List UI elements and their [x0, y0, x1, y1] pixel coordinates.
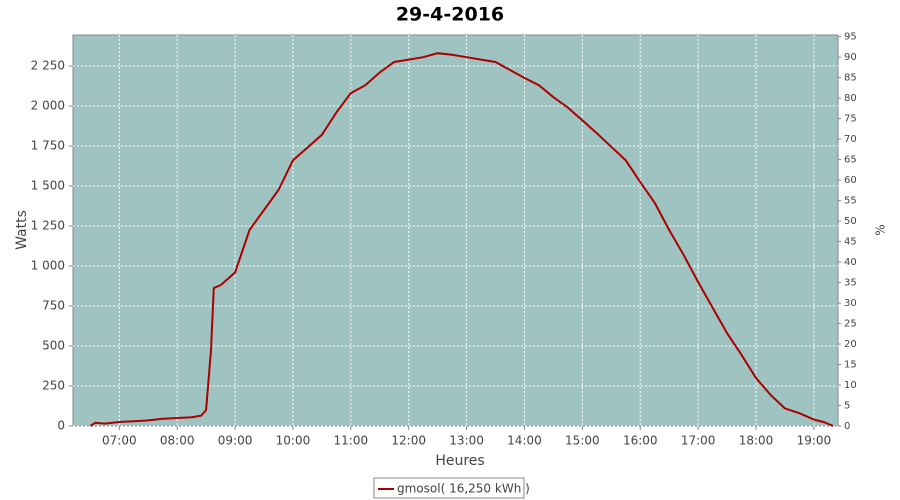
y2-tick-label: 85	[844, 73, 857, 84]
y2-axis-title: %	[874, 224, 888, 235]
line	[89, 52, 834, 427]
y2-tick-label: 40	[844, 257, 857, 268]
y2-tick-label: 20	[844, 339, 857, 350]
y2-tick-label: 50	[844, 216, 857, 227]
x-tick-label: 07:00	[102, 434, 137, 448]
x-tick-label: 08:00	[160, 434, 195, 448]
y-tick-label: 750	[42, 299, 65, 313]
y2-tick-label: 15	[844, 360, 857, 371]
x-tick-label: 09:00	[218, 434, 253, 448]
x-tick-label: 19:00	[797, 434, 832, 448]
y-tick-label: 1 500	[31, 179, 65, 193]
y2-tick-label: 45	[844, 237, 857, 248]
y2-tick-label: 10	[844, 380, 857, 391]
y-tick-label: 500	[42, 339, 65, 353]
x-tick-label: 17:00	[681, 434, 716, 448]
y2-tick-label: 75	[844, 114, 857, 125]
y2-tick-label: 90	[844, 52, 857, 63]
y-tick-label: 0	[57, 419, 65, 433]
x-axis-title: Heures	[435, 453, 484, 469]
x-tick-label: 11:00	[334, 434, 369, 448]
y2-tick-label: 30	[844, 298, 857, 309]
y2-tick-label: 65	[844, 155, 857, 166]
x-tick-label: 10:00	[276, 434, 311, 448]
y2-tick-label: 5	[844, 401, 850, 412]
y-tick-label: 2 000	[31, 99, 65, 113]
y2-tick-label: 55	[844, 196, 857, 207]
y-tick-label: 250	[42, 379, 65, 393]
x-tick-label: 15:00	[565, 434, 600, 448]
x-tick-label: 16:00	[623, 434, 658, 448]
y2-tick-label: 0	[844, 421, 850, 432]
x-tick-label: 12:00	[391, 434, 426, 448]
y2-tick-label: 25	[844, 319, 857, 330]
chart-title: 29-4-2016	[396, 4, 504, 26]
x-tick-label: 14:00	[507, 434, 542, 448]
x-tick-label: 18:00	[739, 434, 774, 448]
y2-tick-label: 95	[844, 32, 857, 43]
x-tick-label: 13:00	[449, 434, 484, 448]
y-axis-title: Watts	[14, 210, 30, 250]
y-tick-label: 1 250	[31, 219, 65, 233]
y2-tick-label: 60	[844, 175, 857, 186]
y2-tick-label: 35	[844, 278, 857, 289]
y-tick-label: 1 750	[31, 139, 65, 153]
plot-area	[72, 34, 839, 427]
legend-label: gmosol( 16,250 kWh )	[397, 482, 530, 496]
y2-tick-label: 70	[844, 134, 857, 145]
y-tick-label: 2 250	[31, 59, 65, 73]
y2-tick-label: 80	[844, 93, 857, 104]
y-tick-label: 1 000	[31, 259, 65, 273]
legend	[373, 477, 525, 499]
